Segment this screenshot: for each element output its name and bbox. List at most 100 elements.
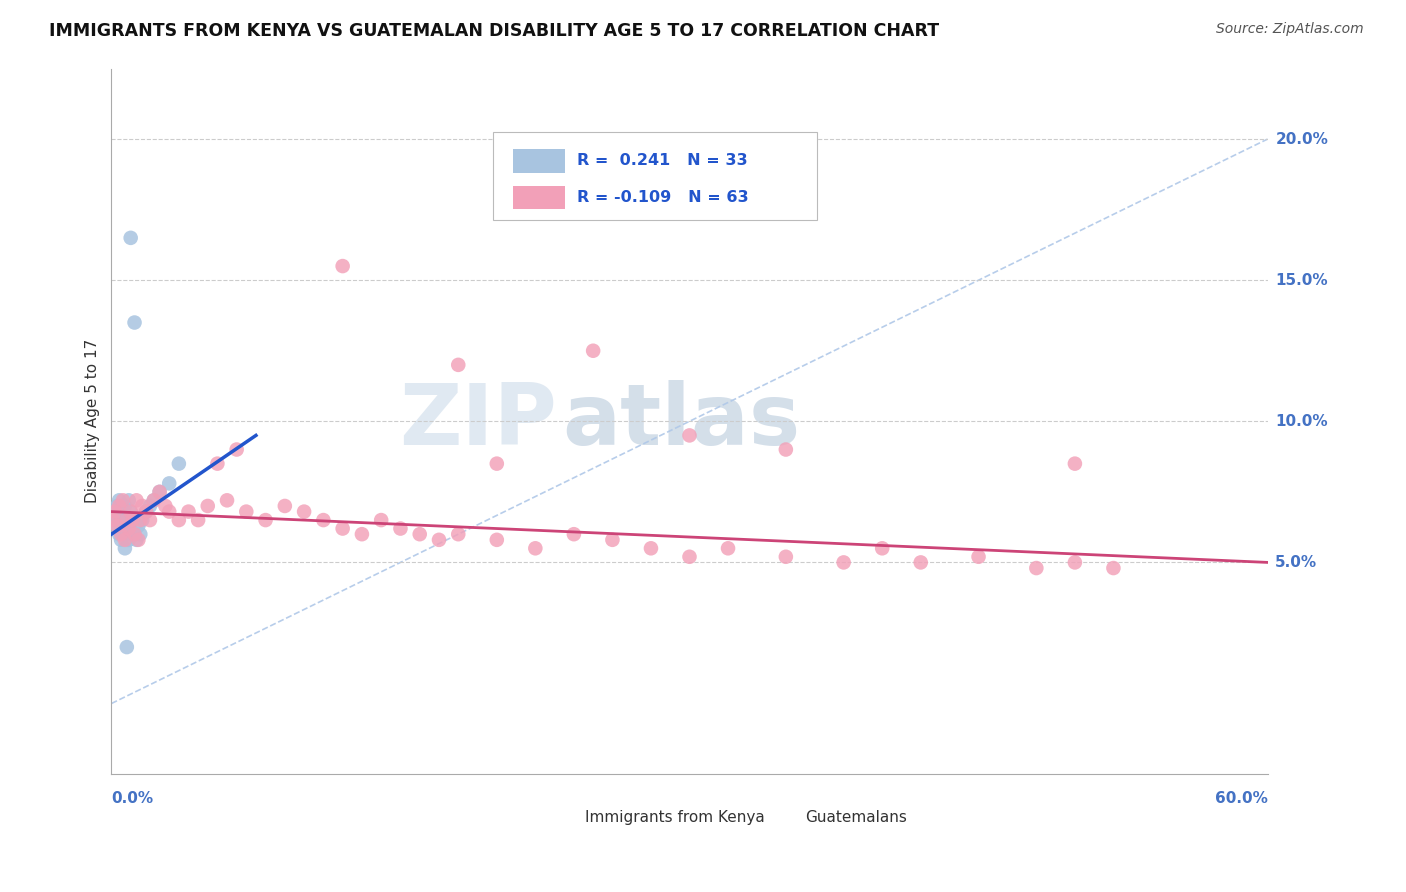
Point (131, 513, 153, 527)
Point (155, 499, 177, 513)
Point (110, 527, 132, 541)
Point (105, 518, 128, 533)
Point (235, 505, 257, 519)
Point (149, 484, 172, 499)
Point (427, 533, 450, 547)
Point (121, 513, 143, 527)
Y-axis label: Disability Age 5 to 17: Disability Age 5 to 17 (86, 339, 100, 503)
Point (129, 527, 152, 541)
Point (139, 499, 162, 513)
Point (177, 505, 200, 519)
Point (103, 513, 125, 527)
Point (114, 541, 136, 556)
Point (131, 499, 153, 513)
Point (110, 533, 132, 547)
Text: R =  0.241   N = 33: R = 0.241 N = 33 (578, 153, 748, 168)
Point (142, 493, 165, 508)
Point (108, 527, 131, 541)
Point (254, 513, 277, 527)
Point (312, 513, 335, 527)
Point (114, 533, 136, 547)
Point (292, 505, 315, 519)
Point (118, 522, 141, 536)
Point (370, 513, 392, 527)
Text: R = -0.109   N = 63: R = -0.109 N = 63 (578, 190, 749, 204)
Point (832, 556, 855, 570)
Point (717, 541, 740, 556)
Point (389, 522, 412, 536)
Point (562, 527, 585, 541)
Point (225, 442, 247, 457)
Point (1025, 561, 1047, 575)
Point (129, 513, 152, 527)
Bar (513, 149, 565, 172)
Point (149, 484, 172, 499)
Point (775, 549, 797, 564)
Point (125, 533, 148, 547)
Point (111, 493, 134, 508)
Point (103, 513, 125, 527)
Point (121, 513, 143, 527)
Point (110, 513, 132, 527)
Point (332, 522, 354, 536)
Point (678, 428, 700, 442)
Point (124, 527, 146, 541)
Point (114, 499, 136, 513)
Point (197, 499, 219, 513)
Text: Immigrants from Kenya: Immigrants from Kenya (585, 810, 765, 824)
Text: Guatemalans: Guatemalans (806, 810, 907, 824)
Point (1102, 561, 1125, 575)
Point (167, 513, 190, 527)
Point (1064, 457, 1087, 471)
Point (104, 505, 127, 519)
Point (118, 533, 141, 547)
Point (124, 316, 146, 330)
Point (215, 493, 238, 508)
Text: IMMIGRANTS FROM KENYA VS GUATEMALAN DISABILITY AGE 5 TO 17 CORRELATION CHART: IMMIGRANTS FROM KENYA VS GUATEMALAN DISA… (49, 22, 939, 40)
Point (111, 505, 134, 519)
Point (111, 522, 134, 536)
FancyBboxPatch shape (494, 132, 817, 220)
Point (167, 457, 190, 471)
Bar (765, 809, 797, 825)
Point (127, 533, 149, 547)
Point (350, 527, 373, 541)
Point (775, 442, 797, 457)
Point (115, 640, 138, 654)
Text: ZIP: ZIP (399, 380, 557, 463)
Point (115, 527, 138, 541)
Point (105, 499, 128, 513)
Point (115, 513, 138, 527)
Point (157, 505, 180, 519)
Point (118, 493, 141, 508)
Text: 20.0%: 20.0% (1275, 132, 1329, 146)
Point (447, 527, 470, 541)
Point (120, 505, 142, 519)
Point (125, 493, 148, 508)
Point (108, 499, 131, 513)
Point (142, 493, 165, 508)
Point (187, 513, 209, 527)
Point (135, 505, 157, 519)
Point (870, 541, 893, 556)
Text: 0.0%: 0.0% (111, 791, 153, 806)
Point (332, 259, 354, 273)
Point (524, 541, 547, 556)
Point (157, 476, 180, 491)
Text: 60.0%: 60.0% (1215, 791, 1268, 806)
Point (447, 358, 470, 372)
Point (409, 527, 432, 541)
Point (120, 522, 142, 536)
Point (678, 549, 700, 564)
Point (120, 505, 142, 519)
Text: 5.0%: 5.0% (1275, 555, 1317, 570)
Point (105, 518, 128, 533)
Point (108, 493, 131, 508)
Point (485, 457, 508, 471)
Point (120, 231, 142, 245)
Bar (546, 809, 578, 825)
Text: 10.0%: 10.0% (1275, 414, 1327, 429)
Point (640, 541, 662, 556)
Point (274, 499, 297, 513)
Point (602, 533, 624, 547)
